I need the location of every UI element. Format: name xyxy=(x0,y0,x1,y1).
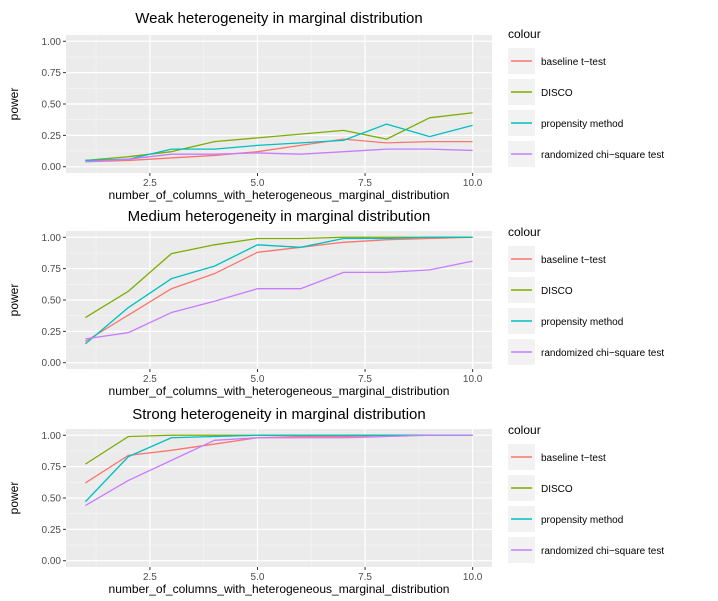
series-line-3 xyxy=(85,123,473,162)
chart-panel-2: 0.00 0.25 0.50 0.75 1.00 2.5 5.0 7.5 10.0 Medium … xyxy=(7,208,664,398)
chart-title: Strong heterogeneity in marginal distrib… xyxy=(132,406,426,423)
legend-label: randomized chi−square test xyxy=(541,150,664,161)
x-tick-label: 5.0 xyxy=(251,178,265,189)
legend-title: colour xyxy=(508,225,541,239)
y-tick-label: 1.00 xyxy=(42,37,62,48)
legend-label: baseline t−test xyxy=(541,57,606,68)
series-line-1 xyxy=(85,236,473,342)
series-line-3 xyxy=(84,236,473,345)
legend-label: baseline t−test xyxy=(541,453,606,464)
series-line-1 xyxy=(85,138,473,163)
x-tick-label: 10.0 xyxy=(463,572,483,583)
chart-panel-1: 0.00 0.25 0.50 0.75 1.00 2.5 5.0 7.5 10.0 Weak he… xyxy=(7,10,664,202)
legend-label: baseline t−test xyxy=(541,255,606,266)
y-tick-label: 0.00 xyxy=(42,556,62,567)
y-tick-label: 0.25 xyxy=(42,525,62,536)
legend-label: propensity method xyxy=(541,317,623,328)
series-line-4 xyxy=(85,260,473,340)
x-tick-label: 2.5 xyxy=(143,374,157,385)
legend: colour baseline t−test DISCO propensity met… xyxy=(508,27,664,167)
x-axis-label: number_of_columns_with_heterogeneous_mar… xyxy=(109,188,450,202)
x-tick-label: 2.5 xyxy=(143,178,157,189)
y-axis-label: power xyxy=(7,482,21,515)
y-tick-label: 0.00 xyxy=(42,162,62,173)
y-tick-label: 1.00 xyxy=(42,431,62,442)
y-tick-label: 1.00 xyxy=(42,233,62,244)
legend-label: randomized chi−square test xyxy=(541,348,664,359)
legend-title: colour xyxy=(508,423,541,437)
y-tick-label: 0.75 xyxy=(42,462,62,473)
y-axis-label: power xyxy=(7,284,21,317)
legend-label: DISCO xyxy=(541,484,573,495)
y-tick-label: 0.25 xyxy=(42,327,62,338)
y-tick-label: 0.50 xyxy=(42,494,62,505)
y-tick-label: 0.50 xyxy=(42,296,62,307)
legend: colour baseline t−test DISCO propensity met… xyxy=(508,225,664,365)
series-line-4 xyxy=(85,148,473,163)
x-tick-label: 2.5 xyxy=(143,572,157,583)
legend-label: randomized chi−square test xyxy=(541,546,664,557)
legend-label: propensity method xyxy=(541,119,623,130)
x-tick-label: 7.5 xyxy=(358,374,372,385)
chart-title: Weak heterogeneity in marginal distribut… xyxy=(135,10,422,27)
legend-title: colour xyxy=(508,27,541,41)
chart-title: Medium heterogeneity in marginal distrib… xyxy=(128,208,431,225)
x-tick-label: 7.5 xyxy=(358,178,372,189)
series-line-4 xyxy=(85,434,473,507)
y-tick-label: 0.75 xyxy=(42,264,62,275)
x-axis-label: number_of_columns_with_heterogeneous_mar… xyxy=(109,582,450,596)
legend-label: DISCO xyxy=(541,88,573,99)
legend: colour baseline t−test DISCO propensity met… xyxy=(508,423,664,563)
x-tick-label: 10.0 xyxy=(463,374,483,385)
legend-label: DISCO xyxy=(541,286,573,297)
x-tick-label: 10.0 xyxy=(463,178,483,189)
y-tick-label: 0.00 xyxy=(42,358,62,369)
y-tick-label: 0.75 xyxy=(42,68,62,79)
x-tick-label: 7.5 xyxy=(358,572,372,583)
x-tick-label: 5.0 xyxy=(251,374,265,385)
y-axis-label: power xyxy=(7,88,21,121)
x-axis-label: number_of_columns_with_heterogeneous_mar… xyxy=(109,384,450,398)
y-tick-label: 0.50 xyxy=(42,100,62,111)
x-tick-label: 5.0 xyxy=(251,572,265,583)
chart-panel-3: 0.00 0.25 0.50 0.75 1.00 2.5 5.0 7.5 10.0 Strong … xyxy=(7,406,664,596)
legend-label: propensity method xyxy=(541,515,623,526)
y-tick-label: 0.25 xyxy=(42,131,62,142)
